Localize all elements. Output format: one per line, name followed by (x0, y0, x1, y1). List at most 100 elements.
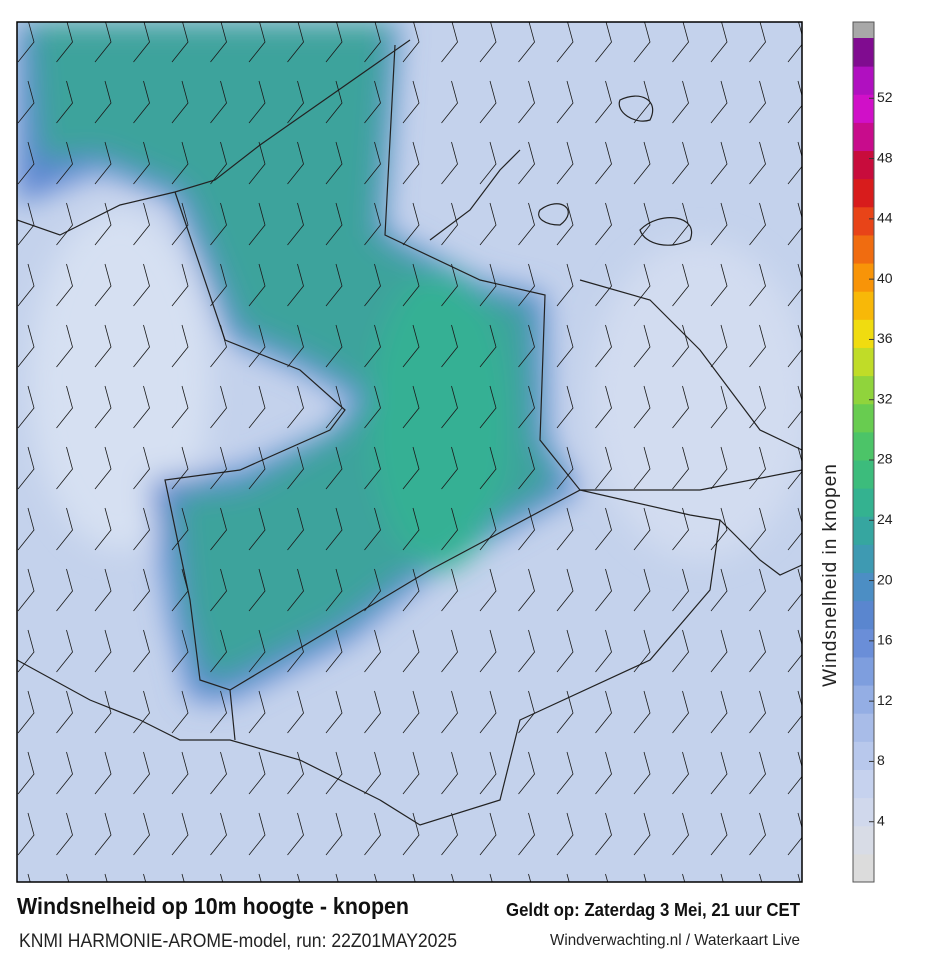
wind-barb (94, 751, 112, 795)
colorbar-band (853, 544, 874, 574)
wind-barb (787, 385, 802, 429)
wind-barb (325, 568, 343, 612)
wind-barb (402, 568, 420, 612)
wind-barb (556, 324, 574, 368)
wind-barb (17, 690, 35, 734)
wind-barb (133, 324, 150, 368)
wind-barb (402, 263, 420, 307)
wind-barb (518, 446, 535, 490)
wind-barbs (17, 22, 802, 882)
wind-barb (94, 22, 112, 63)
wind-barb (248, 202, 266, 246)
wind-barb (633, 812, 651, 856)
wind-barb (210, 324, 227, 368)
wind-barb (518, 751, 535, 795)
colorbar-frame (852, 21, 875, 883)
wind-barb (595, 751, 612, 795)
wind-barb (94, 690, 112, 734)
wind-barb (17, 751, 35, 795)
wind-barb (633, 507, 651, 551)
wind-barb (364, 324, 381, 368)
colorbar-band (853, 713, 874, 742)
wind-barb (710, 202, 728, 246)
wind-barb (749, 568, 766, 612)
wind-barb (364, 202, 381, 246)
wind-barb (210, 141, 227, 185)
wind-barb (556, 446, 574, 490)
colorbar-tick-label: 16 (877, 632, 893, 648)
wind-barb (672, 690, 689, 734)
colorbar-band (853, 600, 874, 630)
wind-barb (595, 446, 612, 490)
wind-barb (441, 385, 458, 429)
wind-barb (787, 812, 802, 856)
wind-barb (672, 80, 689, 124)
colorbar-band (853, 797, 874, 827)
wind-barb (479, 751, 497, 795)
wind-barb (364, 446, 381, 490)
colorbar-band (853, 263, 874, 292)
wind-barb (364, 568, 381, 612)
wind-barb (210, 80, 227, 124)
colorbar-band (853, 431, 874, 461)
wind-barb (133, 751, 150, 795)
wind-barb (441, 141, 458, 185)
wind-barb (479, 324, 497, 368)
wind-barb (672, 751, 689, 795)
wind-barb (56, 507, 73, 551)
wind-barb (171, 690, 189, 734)
wind-barb (787, 690, 802, 734)
wind-barb (749, 751, 766, 795)
colorbar-band (853, 516, 874, 545)
colorbar-band (853, 234, 874, 264)
wind-barb (518, 812, 535, 856)
wind-barb (248, 141, 266, 185)
wind-barb (17, 80, 35, 124)
wind-barb (133, 568, 150, 612)
wind-barb (133, 385, 150, 429)
wind-barb (94, 141, 112, 185)
map-subtitle: KNMI HARMONIE-AROME-model, run: 22Z01MAY… (19, 931, 457, 952)
colorbar-band (853, 460, 874, 489)
wind-barb (402, 141, 420, 185)
wind-barb (556, 22, 574, 63)
wind-barb (479, 22, 497, 63)
wind-barb (287, 568, 304, 612)
wind-barb (287, 324, 304, 368)
wind-barb (710, 568, 728, 612)
wind-barb (672, 507, 689, 551)
wind-barb (441, 690, 458, 734)
wind-barb (17, 507, 35, 551)
wind-barb (749, 22, 766, 63)
colorbar-band (853, 853, 874, 883)
wind-barb (17, 568, 35, 612)
wind-barb (710, 324, 728, 368)
wind-barb (325, 812, 343, 856)
wind-barb (518, 80, 535, 124)
wind-barb (441, 324, 458, 368)
wind-barb (633, 751, 651, 795)
wind-barb (633, 324, 651, 368)
wind-barb (402, 80, 420, 124)
colorbar-tick-label: 12 (877, 692, 893, 708)
map-title: Windsnelheid op 10m hoogte - knopen (17, 893, 409, 919)
wind-barb (787, 568, 802, 612)
wind-barb (749, 141, 766, 185)
wind-barb (17, 202, 35, 246)
wind-barb (595, 324, 612, 368)
colorbar-band (853, 319, 874, 348)
wind-barb (710, 141, 728, 185)
wind-barb (364, 812, 381, 856)
wind-barb (171, 385, 189, 429)
wind-barb (595, 202, 612, 246)
wind-barb (17, 141, 35, 185)
wind-barb (325, 507, 343, 551)
wind-barb (710, 22, 728, 63)
wind-barb (287, 690, 304, 734)
wind-barb (171, 141, 189, 185)
wind-barb (210, 263, 227, 307)
wind-barb (749, 385, 766, 429)
wind-barb (633, 263, 651, 307)
wind-barb (287, 446, 304, 490)
